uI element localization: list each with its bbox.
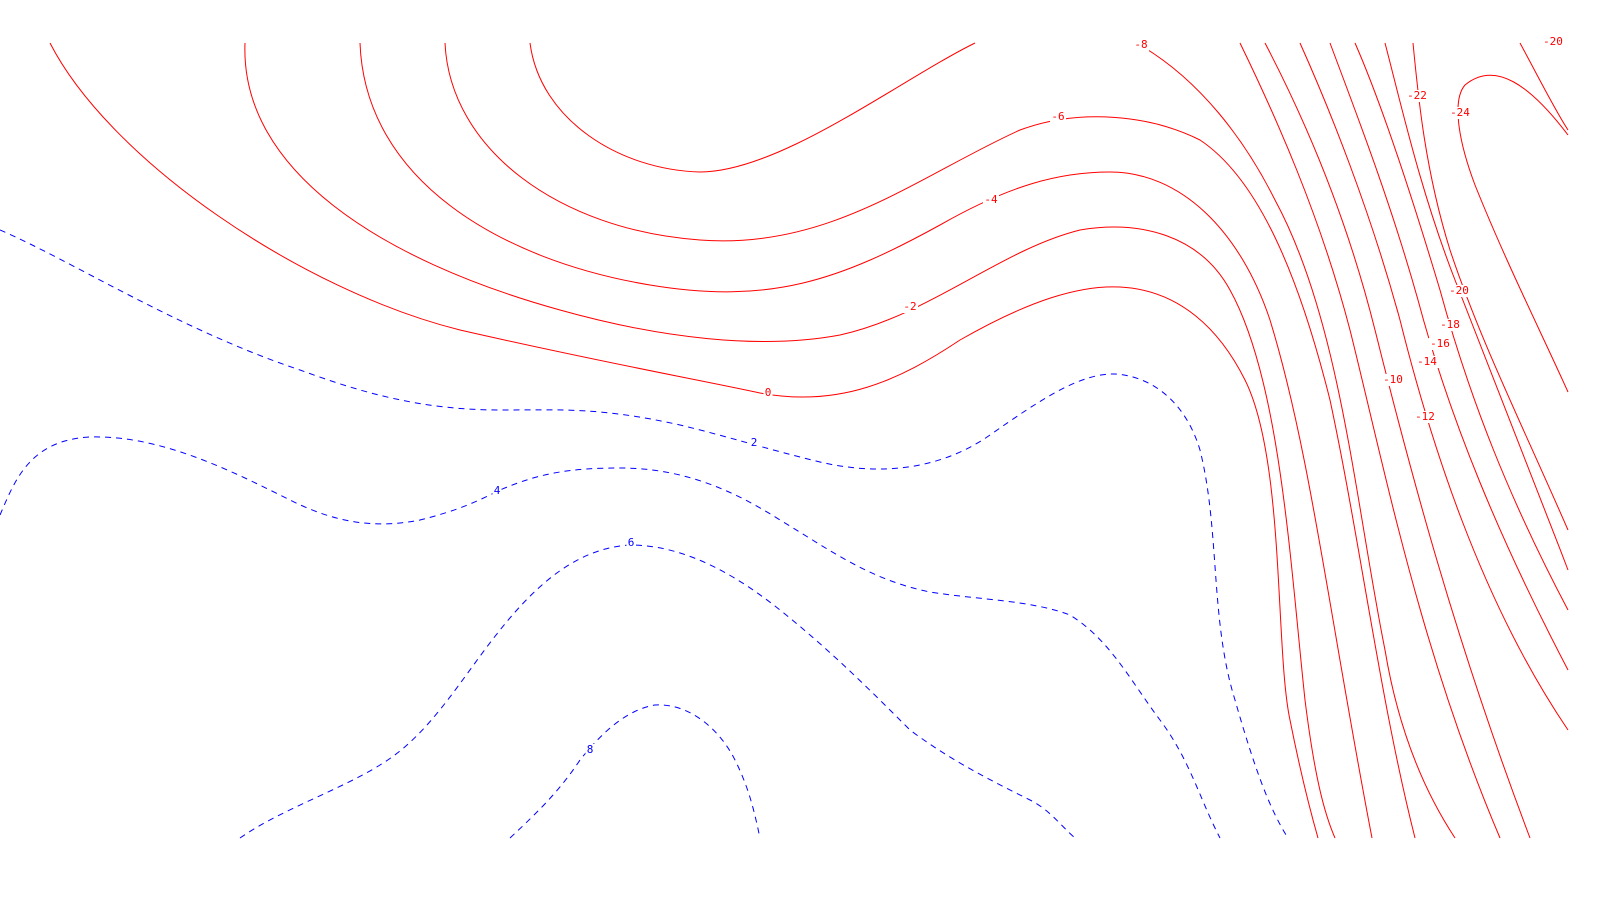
contour-line [49, 42, 1319, 839]
contour-label-background [1428, 338, 1452, 350]
contour-label: -2 [903, 300, 916, 313]
contour-label: 0 [765, 386, 772, 399]
contour-line [244, 42, 1336, 839]
contour-lines [0, 42, 1569, 839]
contour-line [1139, 44, 1456, 839]
contour-line [1264, 42, 1531, 839]
contour-label: -18 [1440, 318, 1460, 331]
contour-line [239, 544, 1076, 839]
contour-label-background [1381, 374, 1405, 386]
contour-label: -4 [984, 193, 998, 206]
contour-label: 2 [751, 436, 758, 449]
contour-line [0, 229, 1289, 839]
contour-label: -8 [1134, 38, 1147, 51]
contour-line [1412, 42, 1569, 531]
contour-label-background [1541, 36, 1565, 48]
contour-label-background [1438, 319, 1462, 331]
contour-label-background [749, 437, 759, 449]
contour-line [1239, 42, 1501, 839]
contour-label-background [902, 301, 918, 313]
contour-label-background [1050, 111, 1066, 123]
contour-label: -24 [1450, 106, 1470, 119]
contour-line [1329, 42, 1569, 671]
contour-label-background [1405, 90, 1429, 102]
contour-line [0, 436, 1221, 839]
contour-label: 8 [587, 743, 594, 756]
contour-label-background [1133, 39, 1149, 51]
contour-line [359, 42, 1373, 839]
contour-label: -10 [1383, 373, 1403, 386]
contour-line [1519, 42, 1569, 131]
contour-label: -6 [1051, 110, 1064, 123]
contour-line [1354, 42, 1569, 611]
contour-line [1299, 42, 1569, 731]
contour-label: 6 [628, 536, 635, 549]
contour-label-background [1448, 107, 1472, 119]
contour-label-background [585, 744, 595, 756]
contour-line [444, 42, 1416, 839]
contour-label-background [983, 194, 999, 206]
contour-label: -14 [1417, 355, 1437, 368]
contour-label-background [626, 537, 636, 549]
contour-label: -12 [1415, 410, 1435, 423]
contour-label-background [763, 387, 773, 399]
contour-label-background [1415, 356, 1439, 368]
contour-label: 4 [494, 484, 501, 497]
contour-label-background [1413, 411, 1437, 423]
contour-line [509, 704, 761, 839]
contour-label: -22 [1407, 89, 1427, 102]
contour-label: -16 [1430, 337, 1450, 350]
contour-label-background [1447, 285, 1471, 297]
contour-label: -20 [1543, 35, 1563, 48]
contour-label: -20 [1449, 284, 1469, 297]
contour-label-background [492, 485, 502, 497]
contour-line [1457, 74, 1569, 393]
contour-line [1384, 42, 1569, 571]
